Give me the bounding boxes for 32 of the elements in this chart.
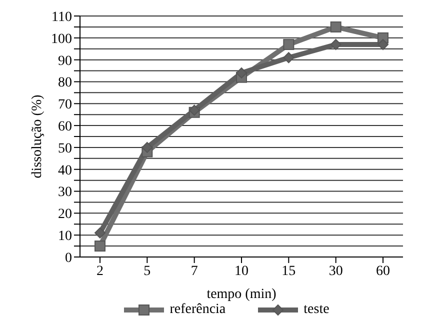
point <box>94 227 106 238</box>
x-axis-title: tempo (min) <box>206 287 277 302</box>
y-tick-label: 70 <box>58 98 72 113</box>
y-tick-label: 0 <box>65 250 72 266</box>
y-tick-label: 100 <box>51 32 72 47</box>
point <box>330 38 342 50</box>
point <box>283 38 294 50</box>
legend-label: referência <box>170 302 226 318</box>
point <box>330 21 342 32</box>
legend-label: teste <box>304 302 330 318</box>
point <box>142 142 153 153</box>
point <box>94 240 106 252</box>
y-tick-label: 30 <box>58 185 72 200</box>
x-tick-label: 60 <box>376 264 390 279</box>
y-tick-label: 80 <box>58 76 72 91</box>
x-tick-label: 2 <box>96 264 104 279</box>
y-tick-label: 110 <box>52 10 72 25</box>
point <box>283 52 294 64</box>
y-axis-title: dissolução (%) <box>30 94 45 178</box>
y-tick-label: 20 <box>58 207 72 222</box>
x-tick-label: 7 <box>190 264 198 279</box>
y-tick-label: 10 <box>58 229 72 244</box>
point <box>236 67 247 78</box>
point <box>378 38 388 50</box>
x-tick-label: 15 <box>282 264 296 279</box>
x-tick-label: 5 <box>144 264 151 279</box>
x-tick-label: 10 <box>234 264 248 279</box>
x-tick-label: 30 <box>328 264 343 279</box>
y-tick-label: 40 <box>58 163 72 178</box>
y-tick-label: 60 <box>58 120 72 135</box>
y-tick-label: 90 <box>58 54 72 69</box>
y-tick-label: 50 <box>58 141 72 156</box>
